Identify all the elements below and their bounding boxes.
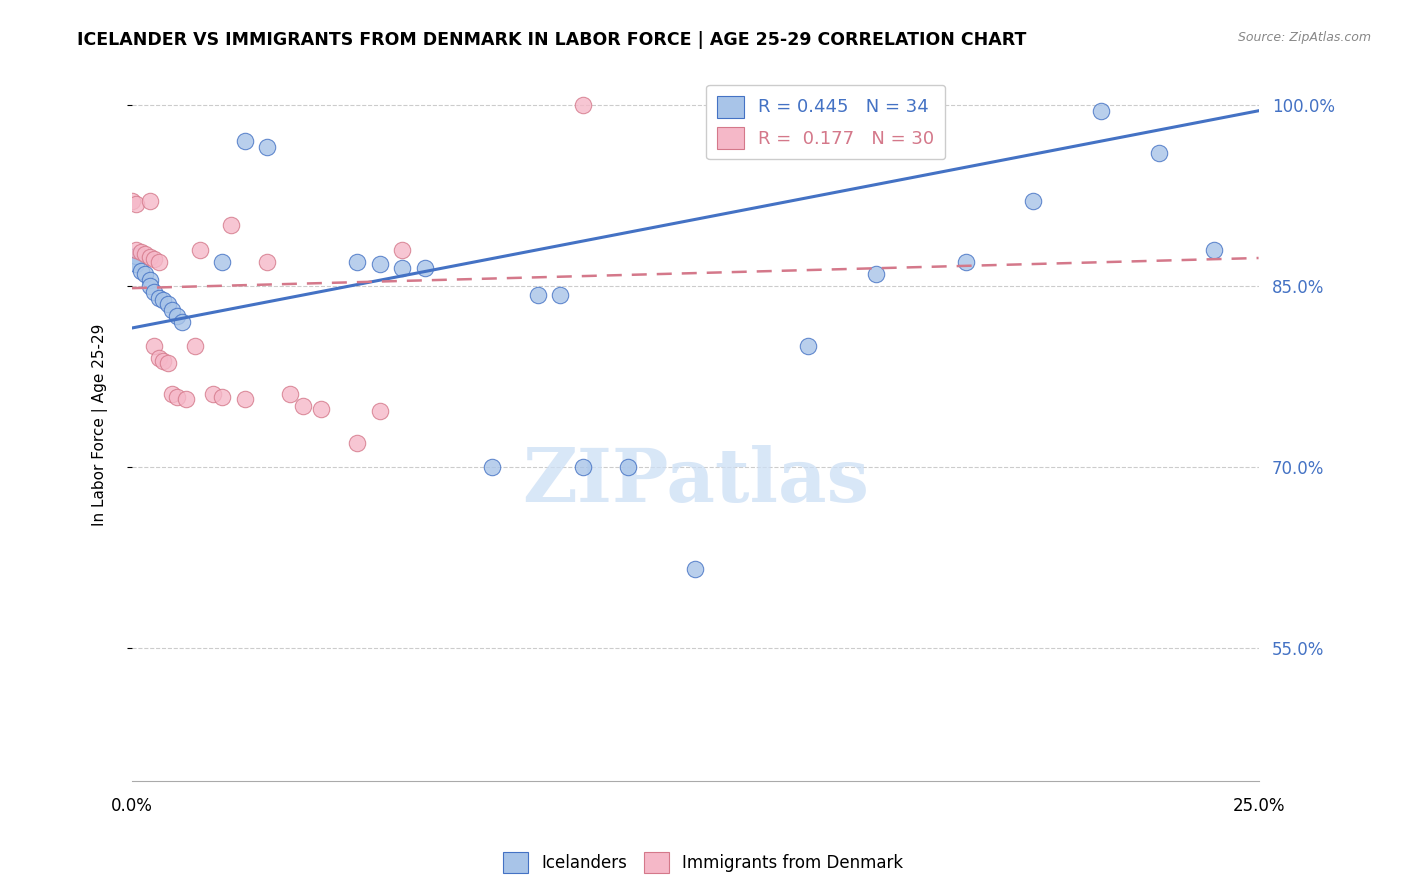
Point bbox=[256, 140, 278, 154]
Point bbox=[174, 392, 197, 407]
Point bbox=[143, 285, 166, 299]
Point bbox=[143, 252, 166, 267]
Point bbox=[121, 194, 143, 209]
Point bbox=[1090, 103, 1112, 118]
Point bbox=[391, 260, 413, 275]
Point bbox=[134, 267, 156, 281]
Point bbox=[125, 257, 148, 271]
Point bbox=[125, 196, 148, 211]
Point bbox=[865, 267, 887, 281]
Point bbox=[139, 250, 162, 264]
Point bbox=[292, 400, 315, 414]
Point bbox=[129, 264, 152, 278]
Text: ZIPatlas: ZIPatlas bbox=[522, 445, 869, 518]
Point bbox=[368, 404, 391, 418]
Legend: Icelanders, Immigrants from Denmark: Icelanders, Immigrants from Denmark bbox=[496, 846, 910, 880]
Point bbox=[571, 97, 593, 112]
Point bbox=[955, 254, 977, 268]
Point bbox=[683, 562, 706, 576]
Point bbox=[278, 387, 301, 401]
Point bbox=[143, 339, 166, 353]
Point bbox=[256, 254, 278, 268]
Point bbox=[121, 254, 143, 268]
Point bbox=[152, 293, 174, 308]
Point bbox=[170, 315, 193, 329]
Point bbox=[1022, 194, 1045, 209]
Point bbox=[125, 243, 148, 257]
Point bbox=[156, 356, 179, 370]
Y-axis label: In Labor Force | Age 25-29: In Labor Force | Age 25-29 bbox=[93, 324, 108, 525]
Point bbox=[1202, 243, 1225, 257]
Point bbox=[368, 257, 391, 271]
Point bbox=[391, 243, 413, 257]
Point bbox=[166, 390, 188, 404]
Point bbox=[148, 254, 170, 268]
Point bbox=[309, 401, 332, 416]
Point bbox=[571, 459, 593, 474]
Point bbox=[139, 273, 162, 287]
Point bbox=[233, 392, 256, 407]
Point bbox=[211, 390, 233, 404]
Point bbox=[152, 353, 174, 368]
Point bbox=[156, 297, 179, 311]
Point bbox=[616, 459, 638, 474]
Point bbox=[211, 254, 233, 268]
Point bbox=[548, 288, 571, 302]
Point bbox=[162, 387, 184, 401]
Point bbox=[219, 219, 242, 233]
Point bbox=[346, 254, 368, 268]
Point bbox=[148, 351, 170, 366]
Text: ICELANDER VS IMMIGRANTS FROM DENMARK IN LABOR FORCE | AGE 25-29 CORRELATION CHAR: ICELANDER VS IMMIGRANTS FROM DENMARK IN … bbox=[77, 31, 1026, 49]
Point bbox=[139, 278, 162, 293]
Point bbox=[413, 260, 436, 275]
Point bbox=[188, 243, 211, 257]
Point bbox=[346, 435, 368, 450]
Point bbox=[1149, 146, 1171, 161]
Point bbox=[129, 244, 152, 259]
Point bbox=[233, 134, 256, 148]
Text: Source: ZipAtlas.com: Source: ZipAtlas.com bbox=[1237, 31, 1371, 45]
Legend: R = 0.445   N = 34, R =  0.177   N = 30: R = 0.445 N = 34, R = 0.177 N = 30 bbox=[706, 85, 945, 160]
Point bbox=[125, 249, 148, 263]
Point bbox=[797, 339, 820, 353]
Point bbox=[139, 194, 162, 209]
Point bbox=[134, 247, 156, 261]
Point bbox=[184, 339, 207, 353]
Point bbox=[481, 459, 503, 474]
Point bbox=[202, 387, 225, 401]
Point bbox=[166, 309, 188, 323]
Point bbox=[148, 291, 170, 305]
Point bbox=[526, 288, 548, 302]
Point bbox=[162, 302, 184, 317]
